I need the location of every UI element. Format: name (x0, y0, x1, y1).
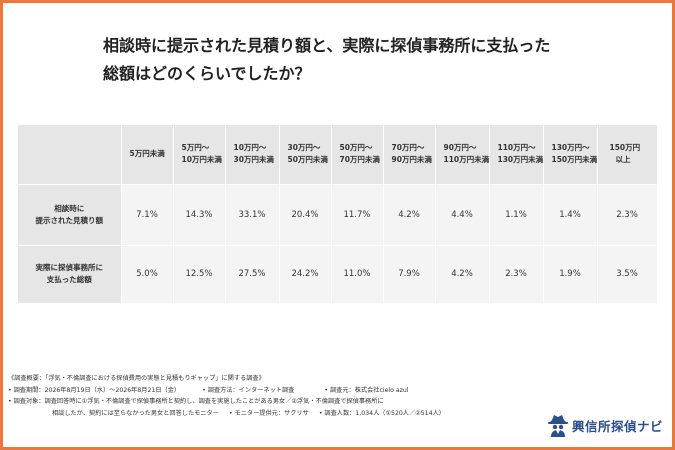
table-cell: 20.4% (279, 184, 332, 246)
page-title: 相談時に提示された見積り額と、実際に探偵事務所に支払った 総額はどのくらいでした… (103, 32, 623, 88)
survey-provider: • モニター提供元：サクリサ (228, 409, 309, 417)
survey-summary: 《調査概要：「浮気・不倫調査における探偵費用の実態と見積もりギャップ」に関する調… (8, 373, 568, 419)
survey-target-continued: 相談したが、契約には至らなかった男女と回答したモニター • モニター提供元：サクリ… (52, 409, 445, 417)
table-cell: 2.3% (597, 184, 658, 246)
table-cell: 5.0% (121, 245, 174, 304)
table-cell: 1.9% (543, 245, 598, 304)
column-header: 130万円〜 150万円未満 (543, 125, 598, 185)
table-cell: 4.2% (383, 184, 436, 246)
table-cell: 7.9% (383, 245, 436, 304)
survey-period: • 調査期間：2026年8月19日（水）〜2026年8月21日（金） (8, 386, 181, 394)
table-cell: 12.5% (173, 245, 226, 304)
table-row: 実際に探偵事務所に 支払った総額 5.0% 12.5% 27.5% 24.2% 1… (18, 245, 658, 304)
survey-meta-line: • 調査期間：2026年8月19日（水）〜2026年8月21日（金） • 調査方法… (8, 385, 568, 397)
title-line-2: 総額はどのくらいでしたか？ (103, 64, 311, 83)
column-header: 150万円 以上 (597, 125, 658, 185)
survey-heading: 《調査概要：「浮気・不倫調査における探偵費用の実態と見積もりギャップ」に関する調… (8, 375, 265, 382)
column-header: 50万円〜 70万円未満 (331, 125, 384, 185)
column-header: 5万円未満 (121, 125, 174, 185)
column-header: 10万円〜 30万円未満 (225, 125, 280, 185)
table-row: 相談時に 提示された見積り額 7.1% 14.3% 33.1% 20.4% 11.… (18, 184, 658, 246)
table-cell: 3.5% (597, 245, 658, 304)
results-table: 5万円未満 5万円〜 10万円未満 10万円〜 30万円未満 30万円〜 50万円未満… (18, 125, 658, 304)
table-corner-cell (18, 125, 122, 185)
table-cell: 27.5% (225, 245, 280, 304)
table-cell: 4.2% (435, 245, 490, 304)
table-cell: 11.0% (331, 245, 384, 304)
row-header: 相談時に 提示された見積り額 (18, 184, 122, 246)
table-cell: 11.7% (331, 184, 384, 246)
table-cell: 1.4% (543, 184, 598, 246)
table-cell: 4.4% (435, 184, 490, 246)
table-cell: 1.1% (489, 184, 544, 246)
table-header-row: 5万円未満 5万円〜 10万円未満 10万円〜 30万円未満 30万円〜 50万円未満… (18, 125, 658, 185)
detective-icon (548, 415, 568, 437)
column-header: 110万円〜 130万円未満 (489, 125, 544, 185)
title-line-1: 相談時に提示された見積り額と、実際に探偵事務所に支払った (103, 36, 551, 55)
column-header: 5万円〜 10万円未満 (173, 125, 226, 185)
table-cell: 33.1% (225, 184, 280, 246)
brand-name: 興信所探偵ナビ (572, 418, 664, 434)
table-cell: 14.3% (173, 184, 226, 246)
table-cell: 7.1% (121, 184, 174, 246)
column-header: 70万円〜 90万円未満 (383, 125, 436, 185)
table-cell: 24.2% (279, 245, 332, 304)
column-header: 90万円〜 110万円未満 (435, 125, 490, 185)
survey-source: • 調査元：株式会社cielo azul (324, 386, 409, 394)
row-header: 実際に探偵事務所に 支払った総額 (18, 245, 122, 304)
table-cell: 2.3% (489, 245, 544, 304)
column-header: 30万円〜 50万円未満 (279, 125, 332, 185)
brand-logo: 興信所探偵ナビ (547, 413, 663, 437)
survey-method: • 調査方法：インターネット調査 (202, 386, 295, 394)
survey-target: • 調査対象：調査回答時に①浮気・不倫調査で探偵事務所と契約し、調査を実施したこ… (8, 398, 384, 405)
survey-count: • 調査人数：1,034人（①520人／②514人） (318, 409, 445, 417)
